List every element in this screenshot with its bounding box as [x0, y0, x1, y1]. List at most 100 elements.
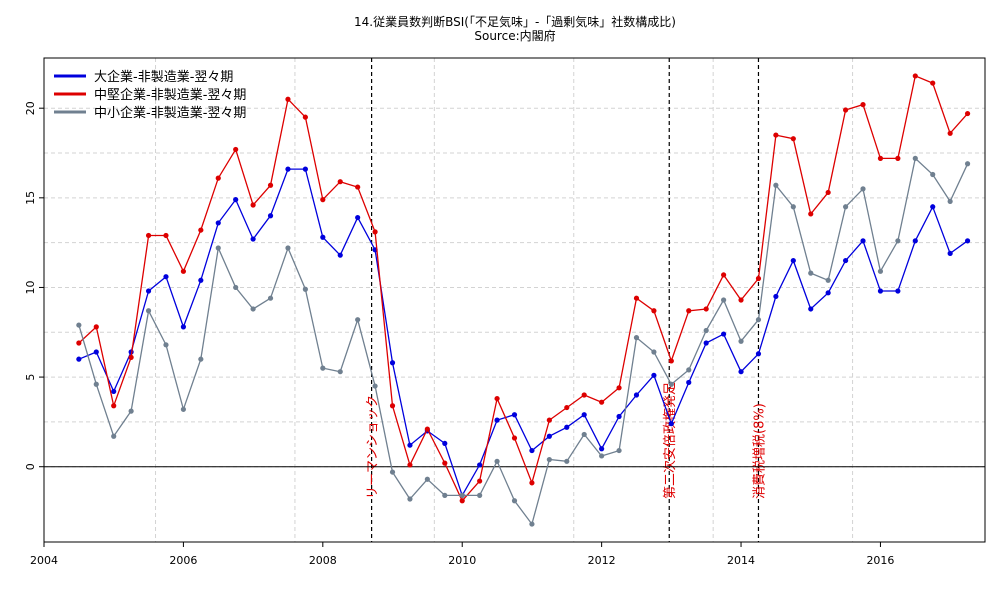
chart-subtitle: Source:内閣府: [474, 28, 555, 43]
series-2: [76, 73, 971, 504]
legend-label: 中小企業-非製造業-翌々期: [94, 105, 246, 121]
data-point: [546, 456, 552, 463]
legend-item: 中堅企業-非製造業-翌々期: [54, 87, 246, 103]
data-point: [267, 182, 274, 188]
data-point: [145, 308, 152, 314]
data-point: [721, 297, 727, 303]
data-point: [912, 73, 918, 79]
data-point: [616, 385, 622, 391]
data-point: [355, 317, 361, 323]
data-point: [668, 381, 674, 387]
data-point: [459, 492, 465, 498]
data-point: [389, 469, 396, 475]
data-point: [633, 392, 640, 398]
data-point: [477, 478, 483, 484]
data-point: [564, 458, 570, 464]
data-point: [372, 229, 378, 235]
data-point: [860, 186, 866, 192]
data-point: [337, 179, 343, 185]
event-label: 第二次安倍政権発足: [662, 382, 678, 499]
data-point: [529, 521, 535, 527]
chart-title: 14.従業員数判断BSI(「不足気味」-「過剰気味」社数構成比): [354, 14, 676, 29]
data-point: [76, 322, 82, 328]
data-point: [755, 275, 762, 282]
data-point: [459, 498, 465, 504]
data-point: [389, 360, 396, 366]
data-point: [198, 277, 204, 283]
data-point: [424, 476, 430, 482]
data-point: [912, 155, 918, 161]
data-point: [111, 403, 117, 409]
data-point: [250, 236, 256, 242]
data-point: [302, 114, 308, 120]
data-point: [773, 132, 779, 138]
data-point: [163, 274, 169, 280]
data-point: [215, 175, 221, 181]
y-tick-label: 10: [24, 280, 37, 294]
data-point: [250, 202, 256, 208]
data-point: [581, 412, 587, 418]
data-point: [407, 442, 413, 448]
data-point: [477, 492, 483, 498]
data-point: [616, 447, 622, 454]
data-point: [895, 238, 901, 244]
data-point: [633, 335, 640, 341]
data-point: [651, 308, 657, 314]
data-point: [389, 403, 396, 409]
data-point: [529, 447, 535, 454]
data-point: [511, 498, 518, 504]
data-point: [250, 306, 256, 312]
data-point: [494, 458, 500, 464]
data-point: [93, 349, 99, 355]
data-point: [721, 272, 727, 278]
data-point: [842, 107, 849, 113]
data-point: [477, 462, 483, 468]
data-point: [320, 234, 326, 240]
data-point: [860, 102, 866, 108]
y-tick-label: 0: [24, 463, 37, 470]
data-point: [302, 286, 308, 292]
legend-item: 大企業-非製造業-翌々期: [54, 69, 233, 85]
data-point: [930, 80, 936, 86]
data-point: [337, 369, 343, 375]
data-point: [668, 421, 674, 427]
data-point: [808, 306, 814, 312]
data-point: [407, 496, 413, 502]
x-tick-label: 2012: [588, 554, 616, 567]
data-point: [842, 257, 849, 264]
x-tick-label: 2016: [866, 554, 894, 567]
data-point: [581, 431, 587, 438]
series-3: [76, 155, 971, 527]
data-point: [546, 433, 552, 439]
data-point: [111, 433, 117, 439]
data-point: [233, 146, 239, 153]
data-point: [564, 424, 570, 430]
event-label: リーマンショック: [366, 395, 381, 499]
data-point: [703, 340, 709, 346]
data-point: [145, 232, 152, 239]
data-point: [895, 288, 901, 294]
plot-frame: [43, 57, 986, 543]
axis-layer: 2004 2006 2008 2010 2012 2014 2016 0 5 10 15 20: [24, 101, 894, 567]
data-point: [773, 293, 779, 300]
data-point: [337, 252, 343, 258]
data-point: [128, 408, 134, 414]
data-point: [163, 232, 169, 239]
series-layer: [76, 73, 971, 527]
data-point: [372, 383, 378, 389]
data-point: [790, 136, 796, 142]
data-point: [912, 238, 918, 244]
legend-item: 中小企業-非製造業-翌々期: [54, 105, 246, 121]
data-point: [703, 306, 709, 312]
data-point: [947, 198, 953, 205]
event-layer: リーマンショック 第二次安倍政権発足 消費税増税(8%): [366, 58, 767, 542]
data-point: [93, 324, 99, 330]
data-point: [511, 412, 518, 418]
data-point: [686, 308, 692, 314]
data-point: [494, 417, 500, 423]
data-point: [790, 257, 796, 264]
x-tick-label: 2010: [448, 554, 476, 567]
data-point: [825, 290, 831, 296]
